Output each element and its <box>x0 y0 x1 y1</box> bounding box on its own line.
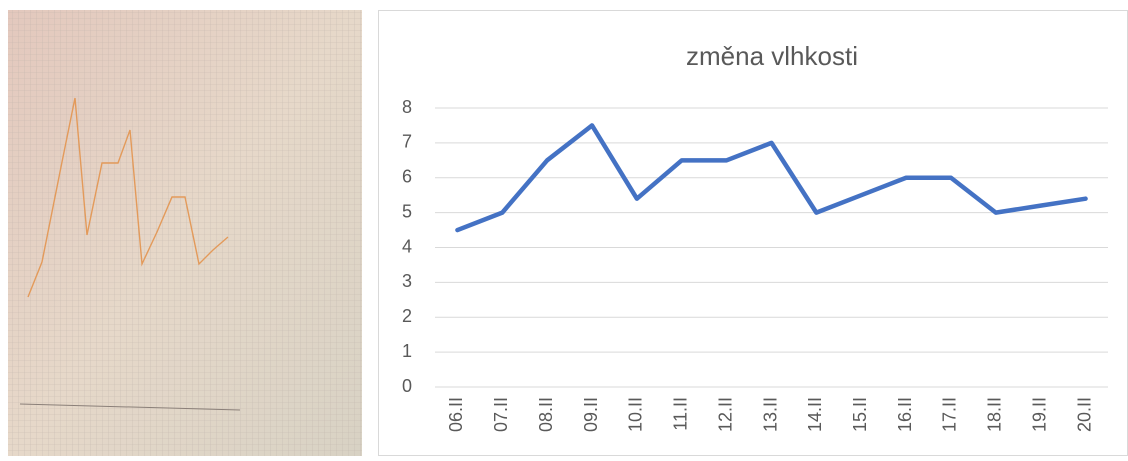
y-tick-label: 2 <box>402 306 412 326</box>
y-tick-label: 1 <box>402 341 412 361</box>
y-tick-label: 8 <box>402 97 412 117</box>
y-tick-label: 3 <box>402 271 412 291</box>
x-tick-label: 11.II <box>671 397 691 431</box>
y-tick-label: 0 <box>402 376 412 396</box>
x-tick-label: 17.II <box>940 397 960 432</box>
x-tick-label: 07.II <box>491 397 511 432</box>
y-tick-label: 6 <box>402 167 412 187</box>
x-tick-label: 10.II <box>626 397 646 432</box>
x-tick-label: 18.II <box>985 397 1005 432</box>
chart-title: změna vlhkosti <box>686 41 858 71</box>
x-tick-label: 19.II <box>1029 397 1049 432</box>
x-tick-label: 08.II <box>536 397 556 432</box>
paper-photo <box>8 10 362 456</box>
y-tick-label: 5 <box>402 201 412 221</box>
x-tick-label: 16.II <box>895 397 915 432</box>
x-tick-label: 14.II <box>805 397 825 432</box>
x-tick-label: 15.II <box>850 397 870 432</box>
x-tick-label: 06.II <box>446 397 466 432</box>
y-tick-label: 7 <box>402 132 412 152</box>
x-tick-label: 12.II <box>715 397 735 432</box>
chart-panel <box>379 11 1128 456</box>
x-tick-label: 09.II <box>581 397 601 432</box>
screen: změna vlhkosti 0 1 2 3 4 5 6 7 8 06.II 07.II 08.II 0… <box>0 0 1128 456</box>
y-tick-label: 4 <box>402 236 412 256</box>
x-tick-label: 13.II <box>760 397 780 432</box>
x-tick-label: 20.II <box>1074 397 1094 432</box>
